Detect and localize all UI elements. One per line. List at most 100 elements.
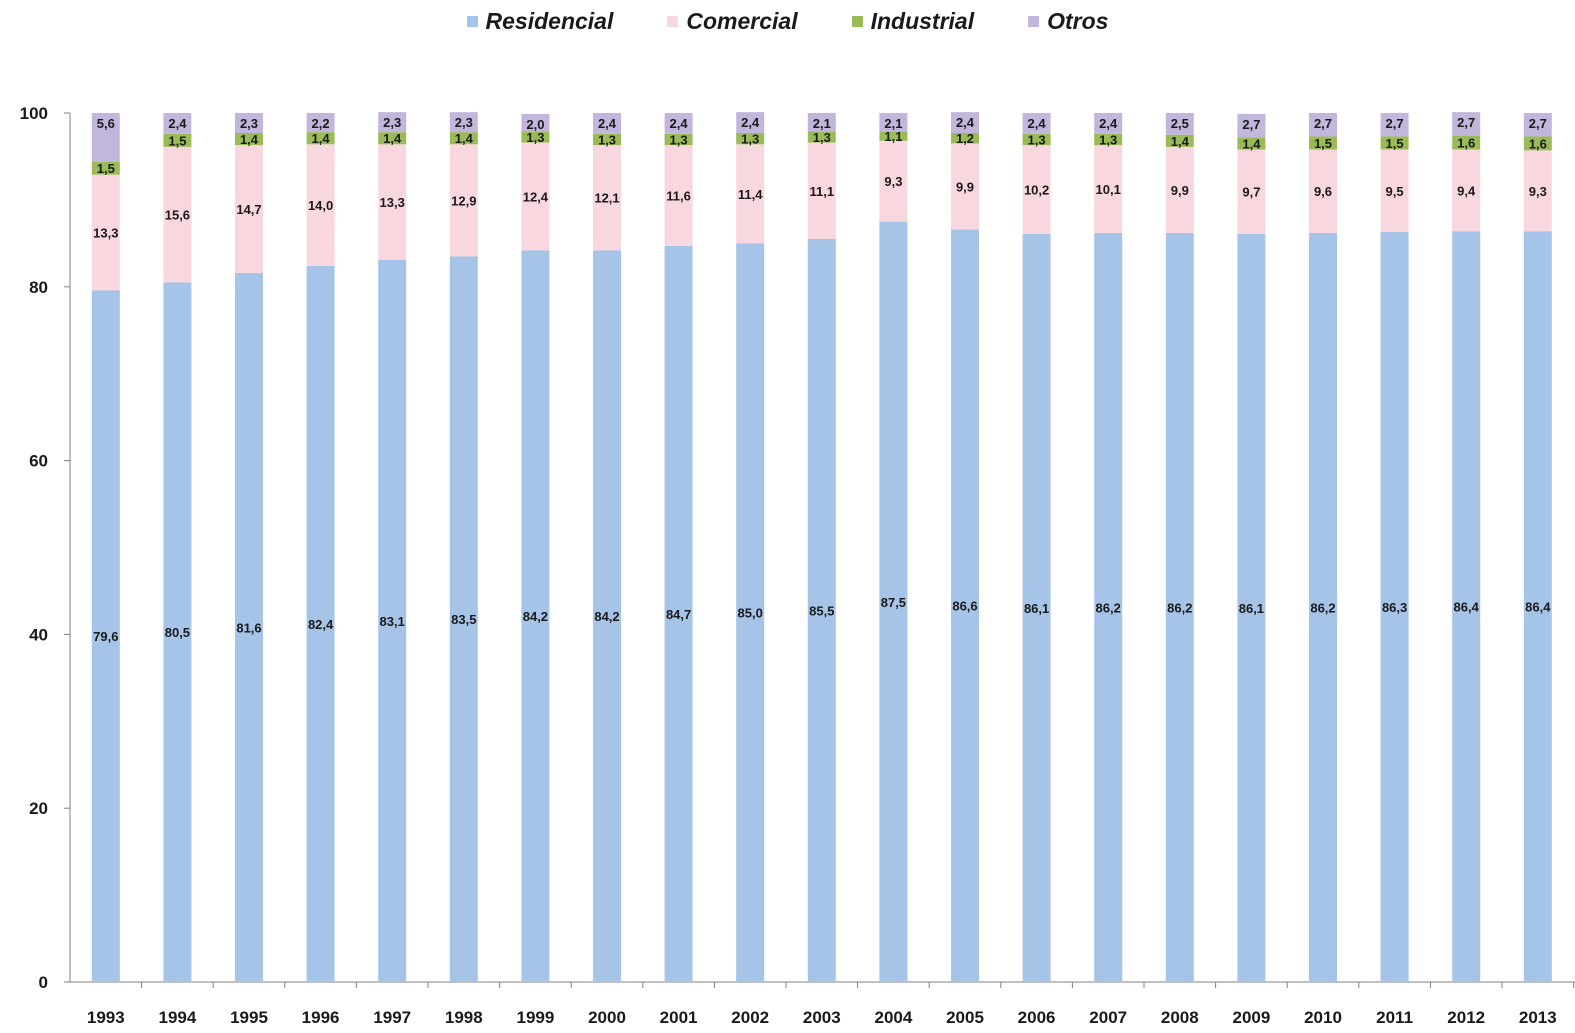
data-label-otros: 2,4 <box>1028 116 1047 131</box>
data-label-comercial: 9,6 <box>1314 184 1332 199</box>
data-label-otros: 2,2 <box>312 116 330 131</box>
x-tick-label: 2006 <box>1018 1008 1056 1027</box>
data-label-otros: 2,3 <box>240 116 258 131</box>
data-label-otros: 2,7 <box>1529 116 1547 131</box>
data-label-residencial: 86,6 <box>952 599 977 614</box>
data-label-comercial: 9,5 <box>1386 184 1404 199</box>
bar-segment-residencial <box>1523 231 1552 982</box>
bar-segment-residencial <box>664 245 693 982</box>
y-tick-label: 20 <box>29 799 48 818</box>
bar-segment-otros <box>879 113 908 132</box>
data-label-industrial: 1,6 <box>1529 136 1547 151</box>
bar-segment-otros <box>593 113 621 134</box>
data-label-residencial: 85,0 <box>738 606 763 621</box>
x-tick-label: 1995 <box>230 1008 268 1027</box>
bar-segment-otros <box>1523 113 1552 137</box>
data-label-industrial: 1,4 <box>1171 134 1190 149</box>
data-label-residencial: 86,1 <box>1239 601 1264 616</box>
data-label-otros: 2,4 <box>168 116 187 131</box>
x-tick-label: 2009 <box>1232 1008 1270 1027</box>
bar-segment-industrial <box>1452 135 1481 150</box>
bar-segment-otros <box>306 113 335 133</box>
bar-segment-comercial <box>306 144 335 266</box>
data-label-industrial: 1,3 <box>526 130 544 145</box>
bar-segment-residencial <box>235 272 263 982</box>
data-label-industrial: 1,4 <box>312 131 331 146</box>
data-label-industrial: 1,1 <box>884 129 902 144</box>
data-label-otros: 2,4 <box>1099 116 1118 131</box>
bar-segment-industrial <box>807 131 836 143</box>
bar-segment-otros <box>91 113 120 162</box>
data-label-comercial: 13,3 <box>93 225 118 240</box>
bar-segment-comercial <box>807 142 836 240</box>
bar-segment-comercial <box>1523 150 1552 232</box>
x-tick-label: 2000 <box>588 1008 626 1027</box>
bar-segment-otros <box>378 112 407 133</box>
data-label-comercial: 10,1 <box>1096 182 1121 197</box>
x-tick-label: 2010 <box>1304 1008 1342 1027</box>
bar-segment-otros <box>1237 113 1266 138</box>
bar-segment-industrial <box>593 133 621 146</box>
bar-segment-comercial <box>163 146 192 283</box>
bar-segment-otros <box>1380 113 1409 137</box>
data-label-comercial: 11,1 <box>810 184 835 199</box>
bar-segment-comercial <box>879 140 908 222</box>
data-label-industrial: 1,4 <box>240 132 259 147</box>
bar-segment-residencial <box>1380 232 1409 983</box>
x-tick-label: 2013 <box>1519 1008 1557 1027</box>
data-label-comercial: 9,3 <box>884 174 902 189</box>
x-tick-label: 1999 <box>516 1008 554 1027</box>
data-label-comercial: 10,2 <box>1024 182 1049 197</box>
data-label-comercial: 9,7 <box>1242 185 1260 200</box>
bar-segment-comercial <box>1309 149 1337 233</box>
bar-segment-industrial <box>1165 134 1194 147</box>
data-label-industrial: 1,4 <box>455 131 474 146</box>
bar-segment-residencial <box>521 250 550 982</box>
x-tick-label: 2001 <box>660 1008 698 1027</box>
bar-segment-residencial <box>951 229 979 983</box>
bar-segment-industrial <box>951 132 979 144</box>
data-label-industrial: 1,5 <box>1314 136 1332 151</box>
data-label-otros: 2,7 <box>1386 116 1404 131</box>
data-label-comercial: 13,3 <box>380 195 405 210</box>
data-label-residencial: 86,2 <box>1310 600 1335 615</box>
bar-segment-industrial <box>378 132 407 145</box>
bar-segment-comercial <box>593 145 621 251</box>
data-label-industrial: 1,2 <box>956 131 974 146</box>
legend-label: Residencial <box>485 8 614 34</box>
bar-segment-industrial <box>91 161 120 175</box>
bar-segment-residencial <box>378 259 407 983</box>
data-label-residencial: 86,4 <box>1525 600 1551 615</box>
data-label-residencial: 87,5 <box>881 595 906 610</box>
data-label-otros: 2,0 <box>526 117 544 132</box>
legend-swatch <box>466 16 478 27</box>
x-tick-label: 2002 <box>731 1008 769 1027</box>
bar-segment-industrial <box>1380 136 1409 150</box>
x-tick-label: 2003 <box>803 1008 841 1027</box>
data-label-industrial: 1,6 <box>1457 136 1475 151</box>
bar-segment-residencial <box>306 265 335 983</box>
data-label-residencial: 86,1 <box>1024 601 1049 616</box>
bar-segment-industrial <box>1022 133 1051 146</box>
data-label-otros: 2,7 <box>1242 117 1260 132</box>
data-label-residencial: 85,5 <box>809 604 834 619</box>
bar-segment-industrial <box>235 132 263 146</box>
data-label-residencial: 86,2 <box>1096 600 1121 615</box>
bar-segment-residencial <box>736 243 765 983</box>
bar-segment-residencial <box>879 221 908 982</box>
data-label-residencial: 86,4 <box>1454 600 1480 615</box>
data-label-residencial: 84,2 <box>523 609 548 624</box>
bar-segment-residencial <box>91 290 120 982</box>
data-label-industrial: 1,4 <box>1242 136 1261 151</box>
bar-segment-otros <box>1165 113 1194 135</box>
bar-segment-comercial <box>1022 145 1051 234</box>
chart-legend: Residencial Comercial Industrial Otros <box>0 8 1575 35</box>
data-label-industrial: 1,4 <box>383 131 402 146</box>
data-label-otros: 2,1 <box>884 116 902 131</box>
bar-segment-industrial <box>306 132 335 145</box>
data-label-comercial: 11,4 <box>738 187 763 202</box>
x-tick-label: 1998 <box>445 1008 483 1027</box>
bar-segment-residencial <box>1165 232 1194 982</box>
data-label-residencial: 79,6 <box>93 629 118 644</box>
bar-segment-industrial <box>736 132 765 145</box>
